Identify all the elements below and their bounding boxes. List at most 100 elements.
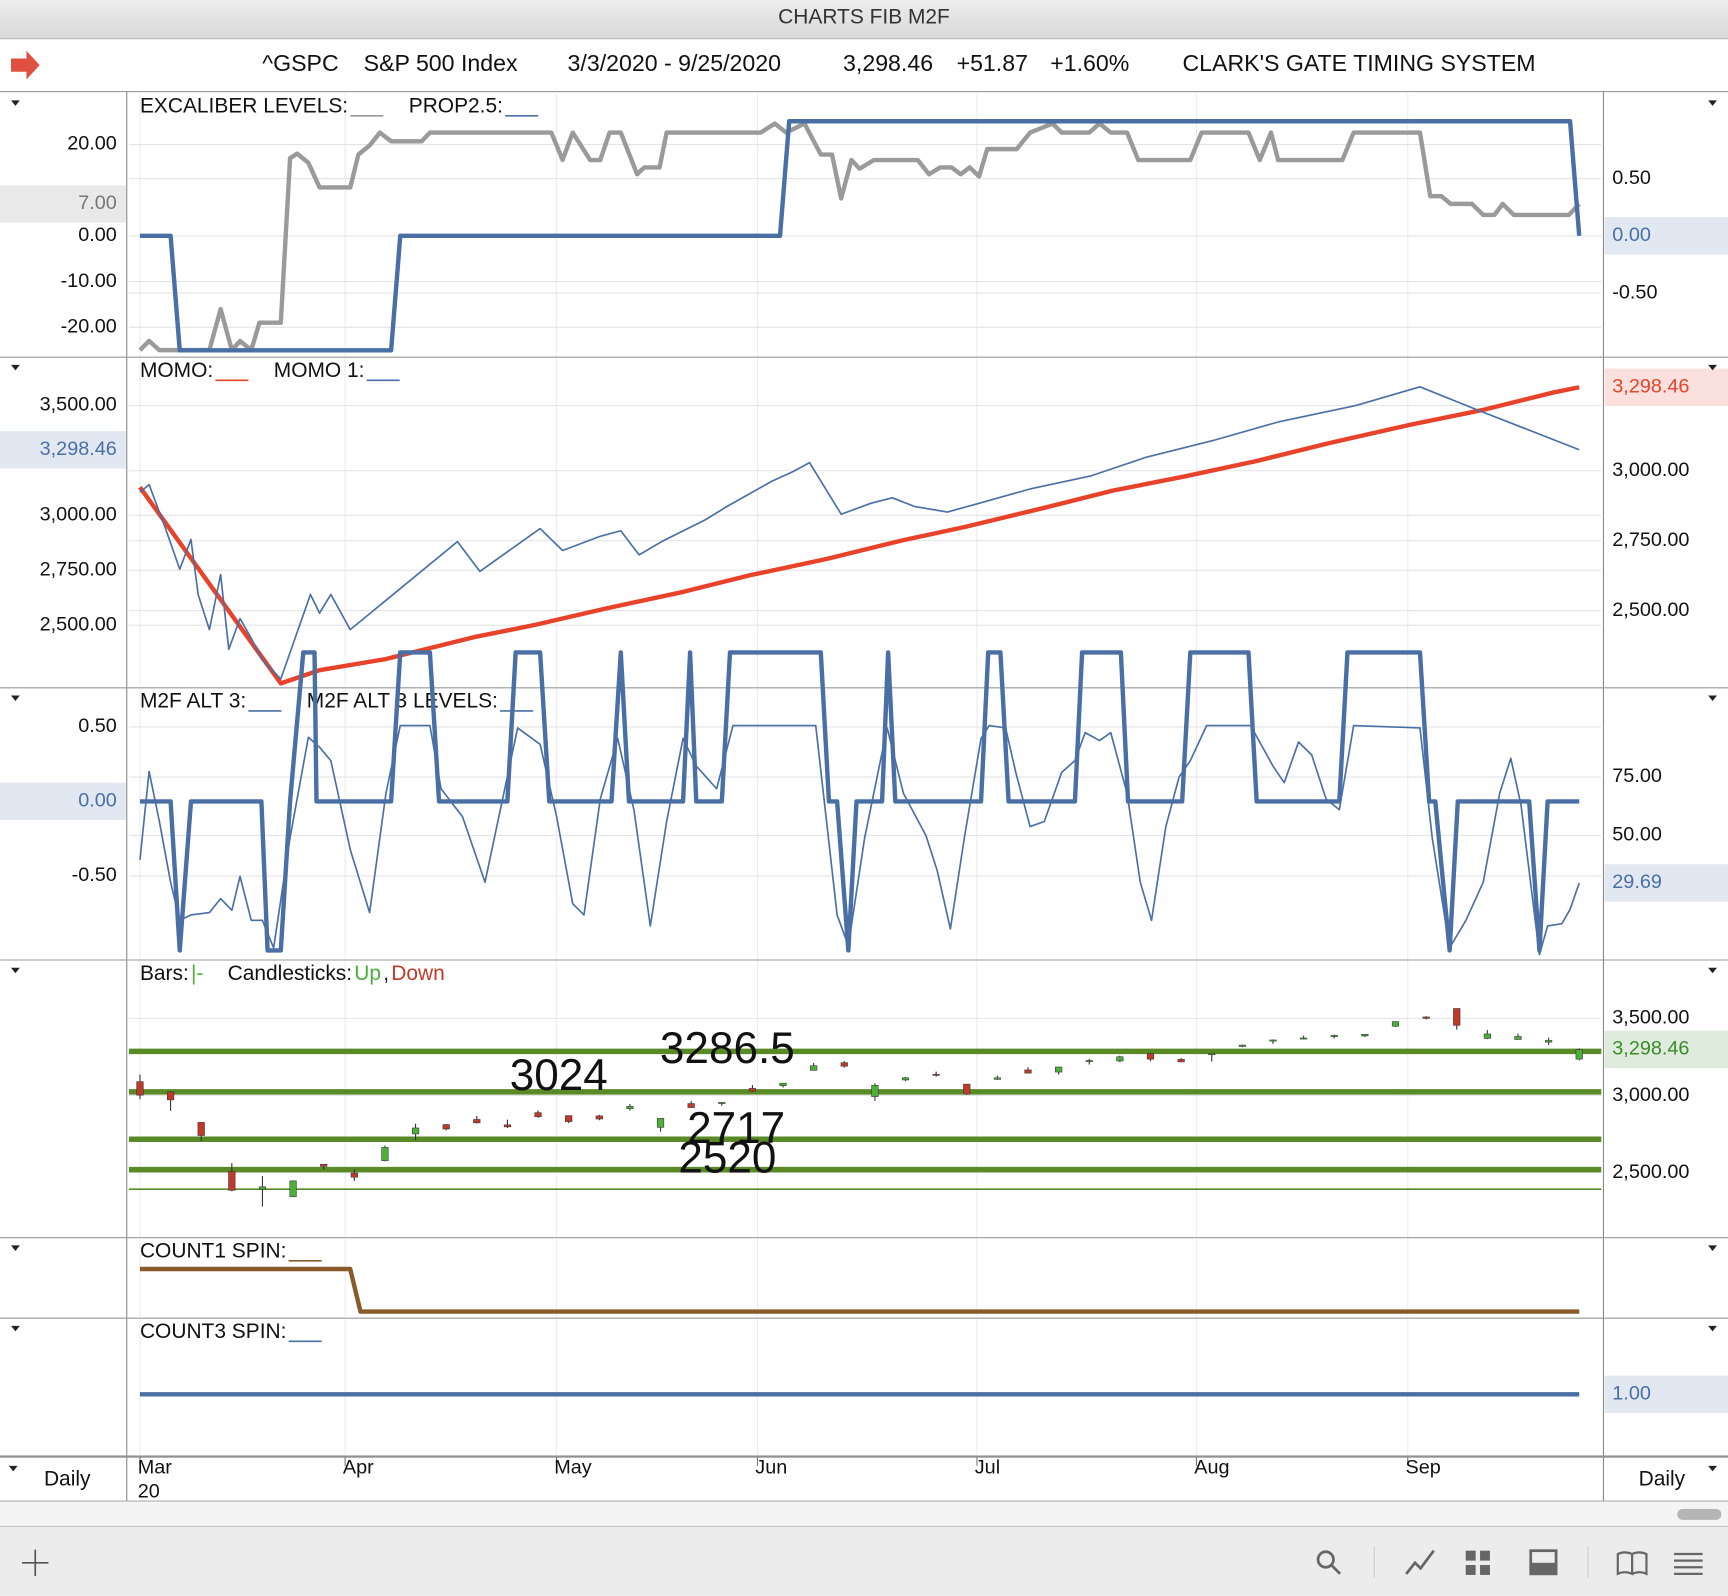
panel-caret[interactable] bbox=[1708, 1245, 1717, 1251]
toolbar bbox=[0, 1526, 1728, 1596]
legend-label: MOMO 1: bbox=[274, 359, 365, 382]
x-tick-label: Mar bbox=[138, 1456, 173, 1478]
period-right[interactable]: Daily bbox=[1639, 1468, 1686, 1491]
legend-label: Bars: bbox=[140, 962, 189, 985]
window-title: CHARTS FIB M2F bbox=[778, 5, 950, 28]
menu-caret[interactable] bbox=[8, 1465, 18, 1472]
panel: 3,500.00 3,000.00 2,750.00 2,500.00 3,000.00… bbox=[0, 358, 1728, 689]
series-line bbox=[139, 650, 1580, 953]
current-value-label: 0.00 bbox=[1612, 224, 1651, 246]
panel-caret[interactable] bbox=[1708, 695, 1717, 702]
candle-body bbox=[1024, 1069, 1032, 1074]
candle-body bbox=[442, 1124, 450, 1130]
chart-layer: Mar Apr May Jun Jul Aug Sep 20.00 0.00 -10.00 -20.… bbox=[0, 93, 1728, 1478]
panel-caret[interactable] bbox=[11, 100, 20, 106]
candle-body bbox=[1453, 1008, 1461, 1026]
series-line bbox=[138, 385, 1580, 686]
candle-body bbox=[1483, 1033, 1491, 1039]
arrow-icon[interactable] bbox=[11, 50, 40, 80]
current-value-label: 3,298.46 bbox=[40, 438, 117, 460]
search-icon[interactable] bbox=[1316, 1550, 1335, 1569]
x-tick-label: Aug bbox=[1194, 1456, 1229, 1478]
candle-body bbox=[901, 1077, 910, 1081]
candle-body bbox=[411, 1127, 420, 1135]
current-value-box bbox=[1604, 864, 1728, 902]
change: +51.87 bbox=[957, 50, 1028, 76]
candle-body bbox=[167, 1091, 175, 1101]
current-value-label: 3,298.46 bbox=[1612, 1038, 1689, 1060]
candle-body bbox=[1391, 1021, 1400, 1027]
x-tick-label: Jul bbox=[975, 1456, 1000, 1478]
current-value-label: 3,298.46 bbox=[1612, 375, 1689, 397]
system-name: CLARK'S GATE TIMING SYSTEM bbox=[1182, 50, 1535, 76]
candle-body bbox=[1545, 1040, 1553, 1043]
candle-body bbox=[626, 1106, 634, 1109]
list-icon[interactable] bbox=[1673, 1552, 1703, 1575]
legend-label: |- bbox=[191, 962, 203, 985]
panel: COUNT1 SPIN: bbox=[0, 1238, 1728, 1319]
candle-body bbox=[840, 1062, 848, 1067]
line-tool-icon[interactable] bbox=[1405, 1549, 1435, 1575]
candle-body bbox=[289, 1180, 297, 1198]
candle-body bbox=[871, 1085, 879, 1097]
panel-caret[interactable] bbox=[1708, 1325, 1717, 1332]
fib-level-label: 3286.5 bbox=[660, 1024, 795, 1073]
menu-caret[interactable] bbox=[1708, 1465, 1717, 1472]
candle-body bbox=[1422, 1016, 1430, 1019]
y2-tick-label: 2,750.00 bbox=[1612, 529, 1689, 551]
panel-caret[interactable] bbox=[1708, 100, 1717, 106]
y2-tick-label: 75.00 bbox=[1612, 765, 1662, 787]
candle-body bbox=[350, 1172, 358, 1178]
scroll-thumb[interactable] bbox=[1677, 1508, 1722, 1520]
book-icon[interactable] bbox=[1616, 1551, 1648, 1576]
candle-body bbox=[136, 1081, 144, 1096]
y-tick-label: -20.00 bbox=[61, 316, 117, 338]
candle-body bbox=[228, 1171, 236, 1191]
last-price: 3,298.46 bbox=[843, 50, 933, 76]
add-button[interactable] bbox=[22, 1549, 49, 1577]
series-line bbox=[138, 121, 1581, 353]
current-value-label: 7.00 bbox=[78, 192, 117, 214]
panel-caret[interactable] bbox=[11, 967, 20, 974]
symbol: ^GSPC bbox=[262, 50, 338, 76]
panel-caret[interactable] bbox=[11, 1325, 20, 1332]
candle-body bbox=[718, 1102, 726, 1104]
panel-caret[interactable] bbox=[1708, 364, 1717, 371]
panel-caret[interactable] bbox=[11, 364, 20, 371]
candle-body bbox=[1330, 1035, 1338, 1037]
candle-body bbox=[1208, 1053, 1216, 1056]
current-value-label: 1.00 bbox=[1612, 1383, 1651, 1405]
y-tick-label: 0.00 bbox=[78, 224, 117, 246]
x-tick-label: Apr bbox=[343, 1456, 374, 1478]
panel: COUNT3 SPIN: 1.00 bbox=[0, 1319, 1728, 1457]
current-value-box bbox=[0, 782, 126, 821]
toolbar-icons bbox=[1316, 1546, 1703, 1579]
candle-body bbox=[1116, 1056, 1124, 1062]
y-tick-label: -10.00 bbox=[61, 270, 117, 292]
candle-body bbox=[1269, 1039, 1277, 1042]
grid-icon[interactable] bbox=[1465, 1550, 1490, 1575]
candle-body bbox=[503, 1124, 512, 1128]
fib-level-label: 2520 bbox=[678, 1133, 776, 1182]
period-left[interactable]: Daily bbox=[44, 1468, 91, 1491]
y-tick-label: 2,750.00 bbox=[40, 559, 117, 581]
panel-caret[interactable] bbox=[11, 1245, 20, 1251]
y2-tick-label: 0.50 bbox=[1612, 167, 1651, 189]
date-range: 3/3/2020 - 9/25/2020 bbox=[568, 50, 781, 76]
panel: 0.50 -0.50 75.00 50.00 M2F ALT 3: 29.69 M2F AL… bbox=[0, 650, 1728, 961]
current-value-box bbox=[1604, 1030, 1728, 1069]
x-tick-label: May bbox=[554, 1456, 592, 1478]
current-value-label: 0.00 bbox=[78, 790, 117, 812]
fib-level-label: 3024 bbox=[510, 1051, 608, 1100]
candle-body bbox=[779, 1082, 787, 1086]
legend-label: M2F ALT 3 LEVELS: bbox=[307, 690, 498, 713]
y-tick-label: 0.50 bbox=[78, 715, 117, 737]
x-tick-label: Sep bbox=[1406, 1456, 1441, 1478]
candle-body bbox=[963, 1083, 971, 1095]
candle-body bbox=[656, 1118, 665, 1128]
panel-caret[interactable] bbox=[1708, 967, 1717, 974]
panel-caret[interactable] bbox=[11, 695, 20, 702]
candle-body bbox=[381, 1147, 389, 1161]
candle-body bbox=[1514, 1036, 1522, 1040]
